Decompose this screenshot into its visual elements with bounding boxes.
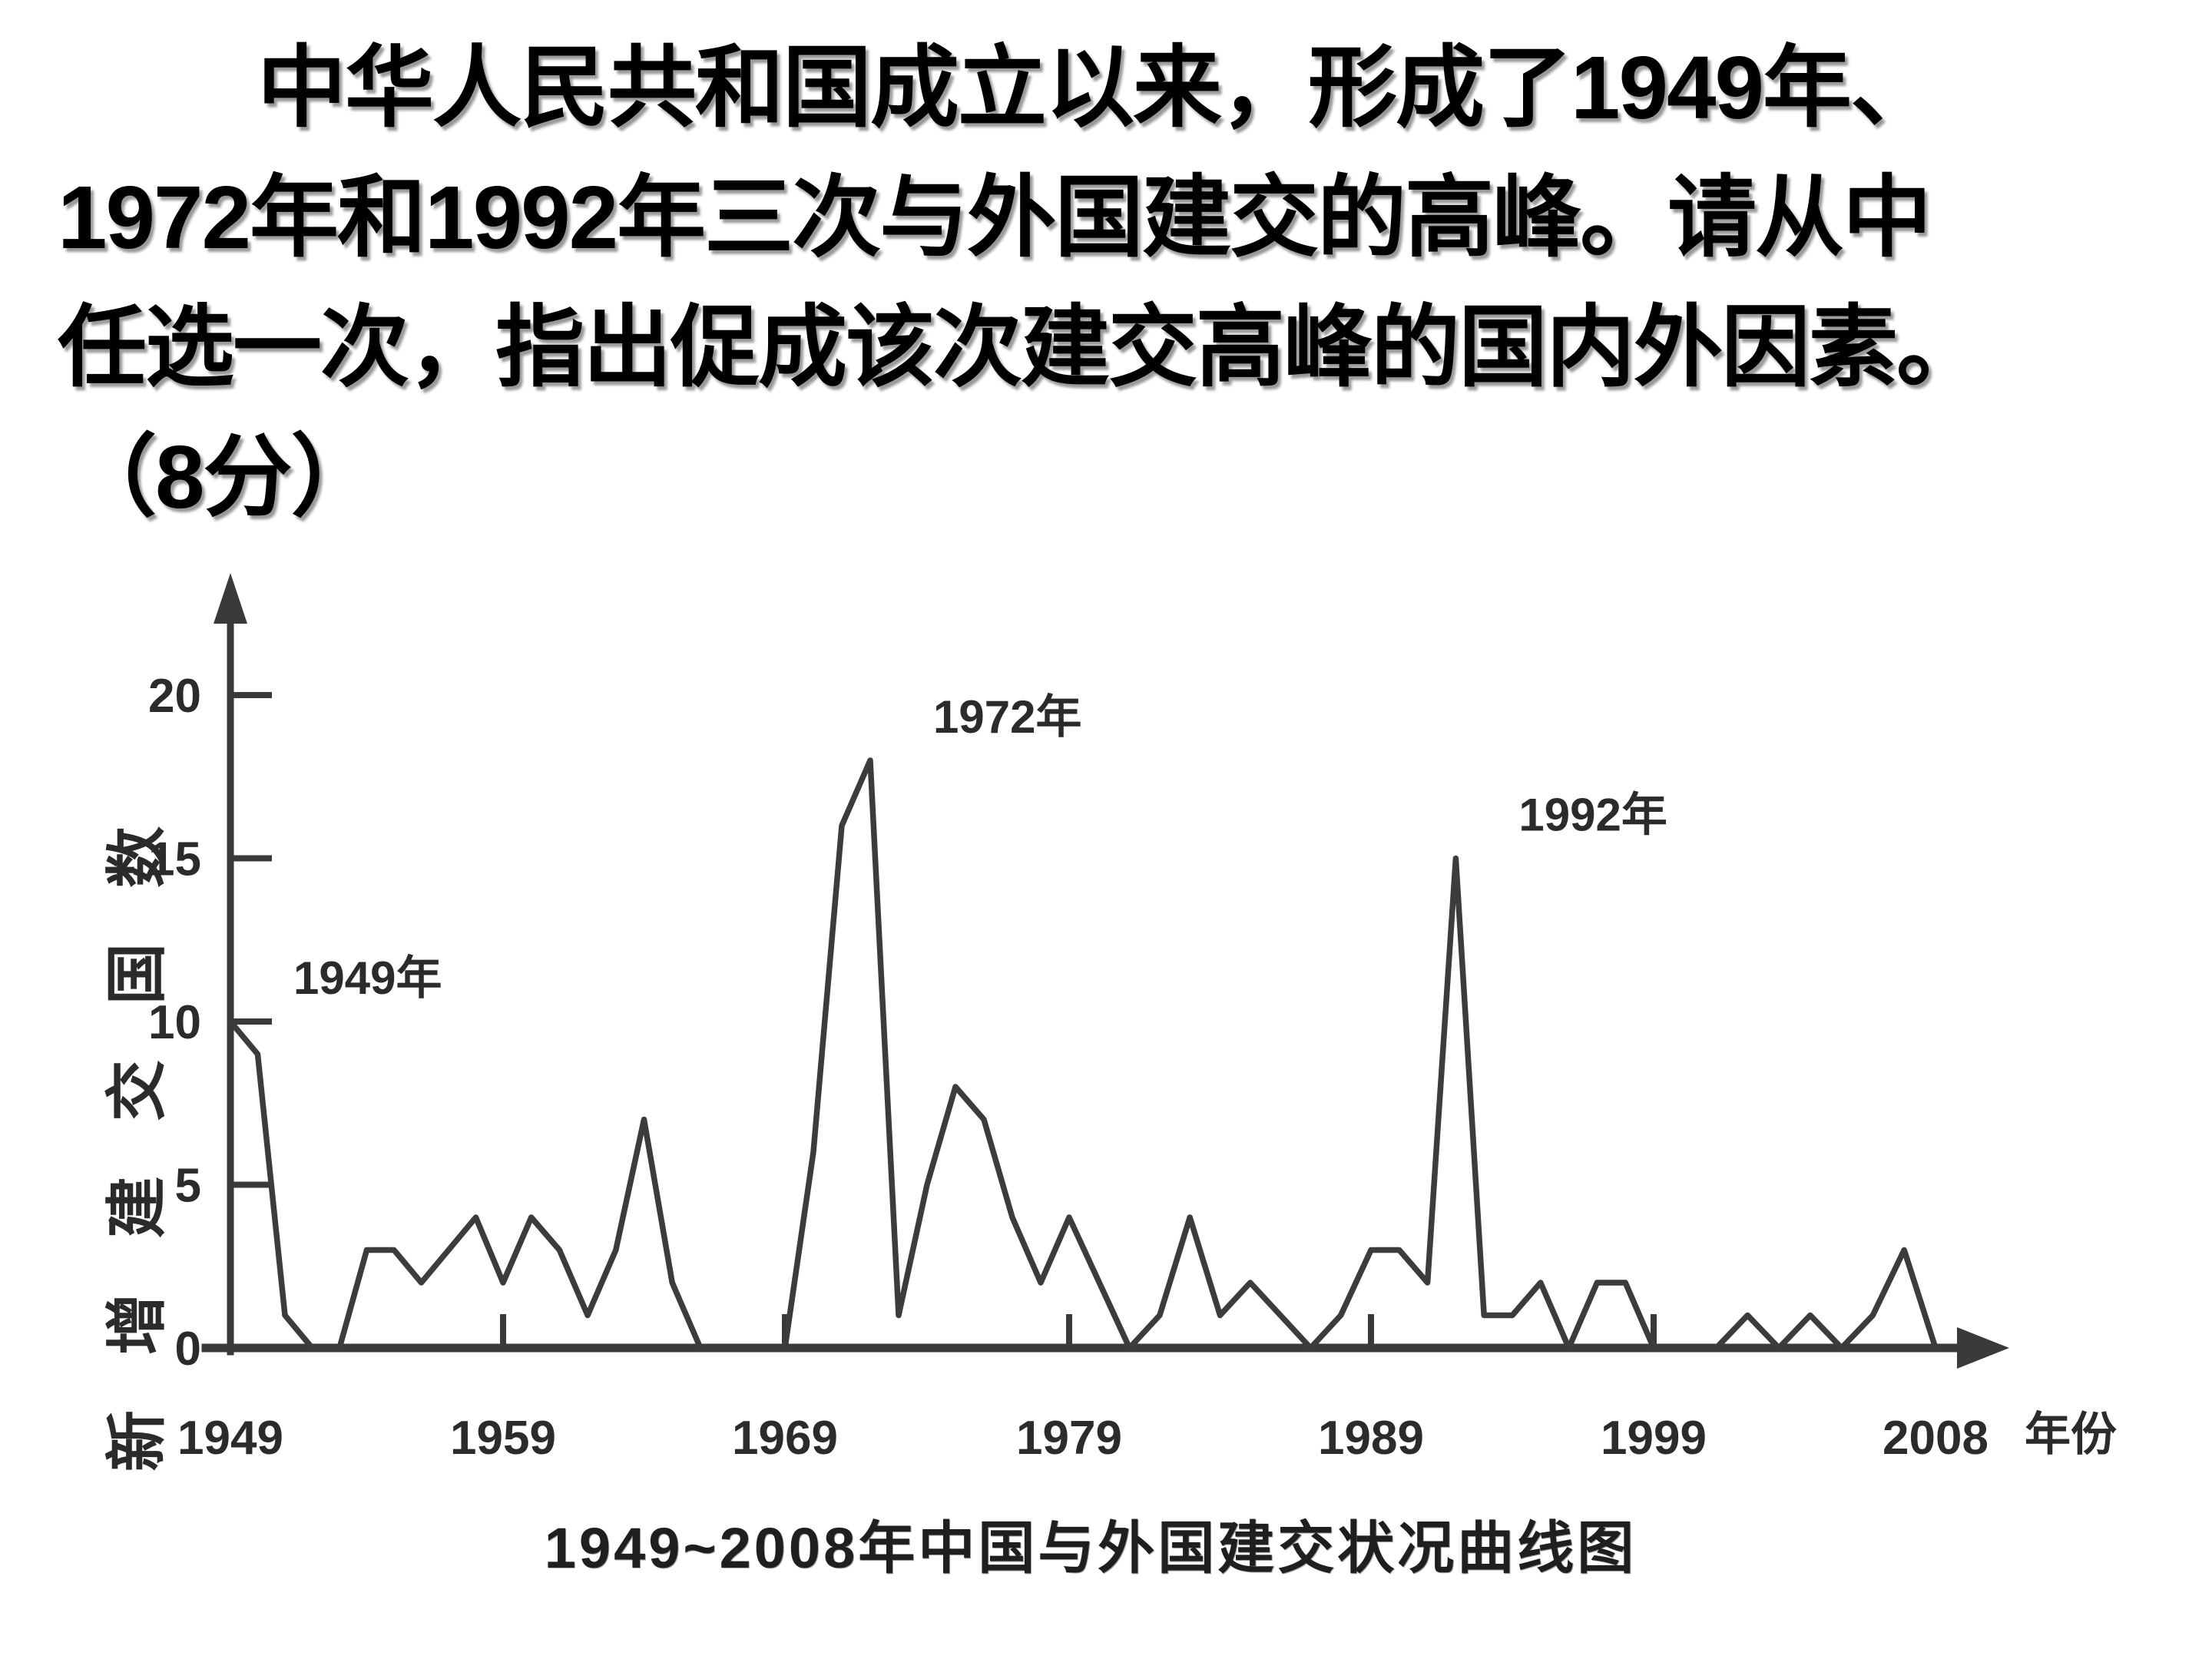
x-tick-label: 2008 xyxy=(1883,1412,1988,1465)
y-axis-title: 新增建交国数 xyxy=(103,771,171,1472)
peak-annotation: 1992年 xyxy=(1518,790,1667,841)
peak-annotations: 1949年 1972年 1992年 xyxy=(293,691,1667,1004)
chart-title: 1949~2008年中国与外国建交状况曲线图 xyxy=(544,1516,1637,1580)
y-axis-ticks: 0 5 10 15 20 xyxy=(148,670,272,1376)
y-tick-label: 10 xyxy=(148,996,201,1049)
question-score: （8分） xyxy=(68,427,380,527)
x-axis-ticks: 1949 1959 1969 1979 1989 1999 2008 xyxy=(177,1314,1988,1465)
y-tick-label: 15 xyxy=(148,833,201,886)
y-tick-label: 20 xyxy=(148,670,201,723)
x-tick-label: 1989 xyxy=(1318,1412,1424,1465)
x-tick-label: 1959 xyxy=(450,1412,556,1465)
x-axis-title: 年份 xyxy=(2025,1409,2117,1460)
x-tick-label: 1949 xyxy=(177,1412,283,1465)
y-axis-arrow-icon xyxy=(214,573,247,624)
x-tick-label: 1979 xyxy=(1016,1412,1122,1465)
peak-annotation: 1972年 xyxy=(933,691,1081,743)
peak-annotation: 1949年 xyxy=(293,952,442,1004)
x-tick-label: 1969 xyxy=(732,1412,838,1465)
diplomacy-curve xyxy=(227,757,1939,1351)
question-line-3: 任选一次，指出促成该次建交高峰的国内外因素。 xyxy=(58,297,1985,397)
question-text-block: 中华人民共和国成立以来，形成了1949年、 1972年和1992年三次与外国建交… xyxy=(0,23,2212,542)
x-tick-label: 1999 xyxy=(1601,1412,1707,1465)
y-tick-label: 0 xyxy=(175,1323,201,1376)
question-line-2: 1972年和1992年三次与外国建交的高峰。请从中 xyxy=(58,167,1932,267)
y-tick-label: 5 xyxy=(175,1160,201,1213)
question-line-1: 中华人民共和国成立以来，形成了1949年、 xyxy=(257,38,1939,137)
x-axis-arrow-icon xyxy=(1957,1327,2009,1369)
